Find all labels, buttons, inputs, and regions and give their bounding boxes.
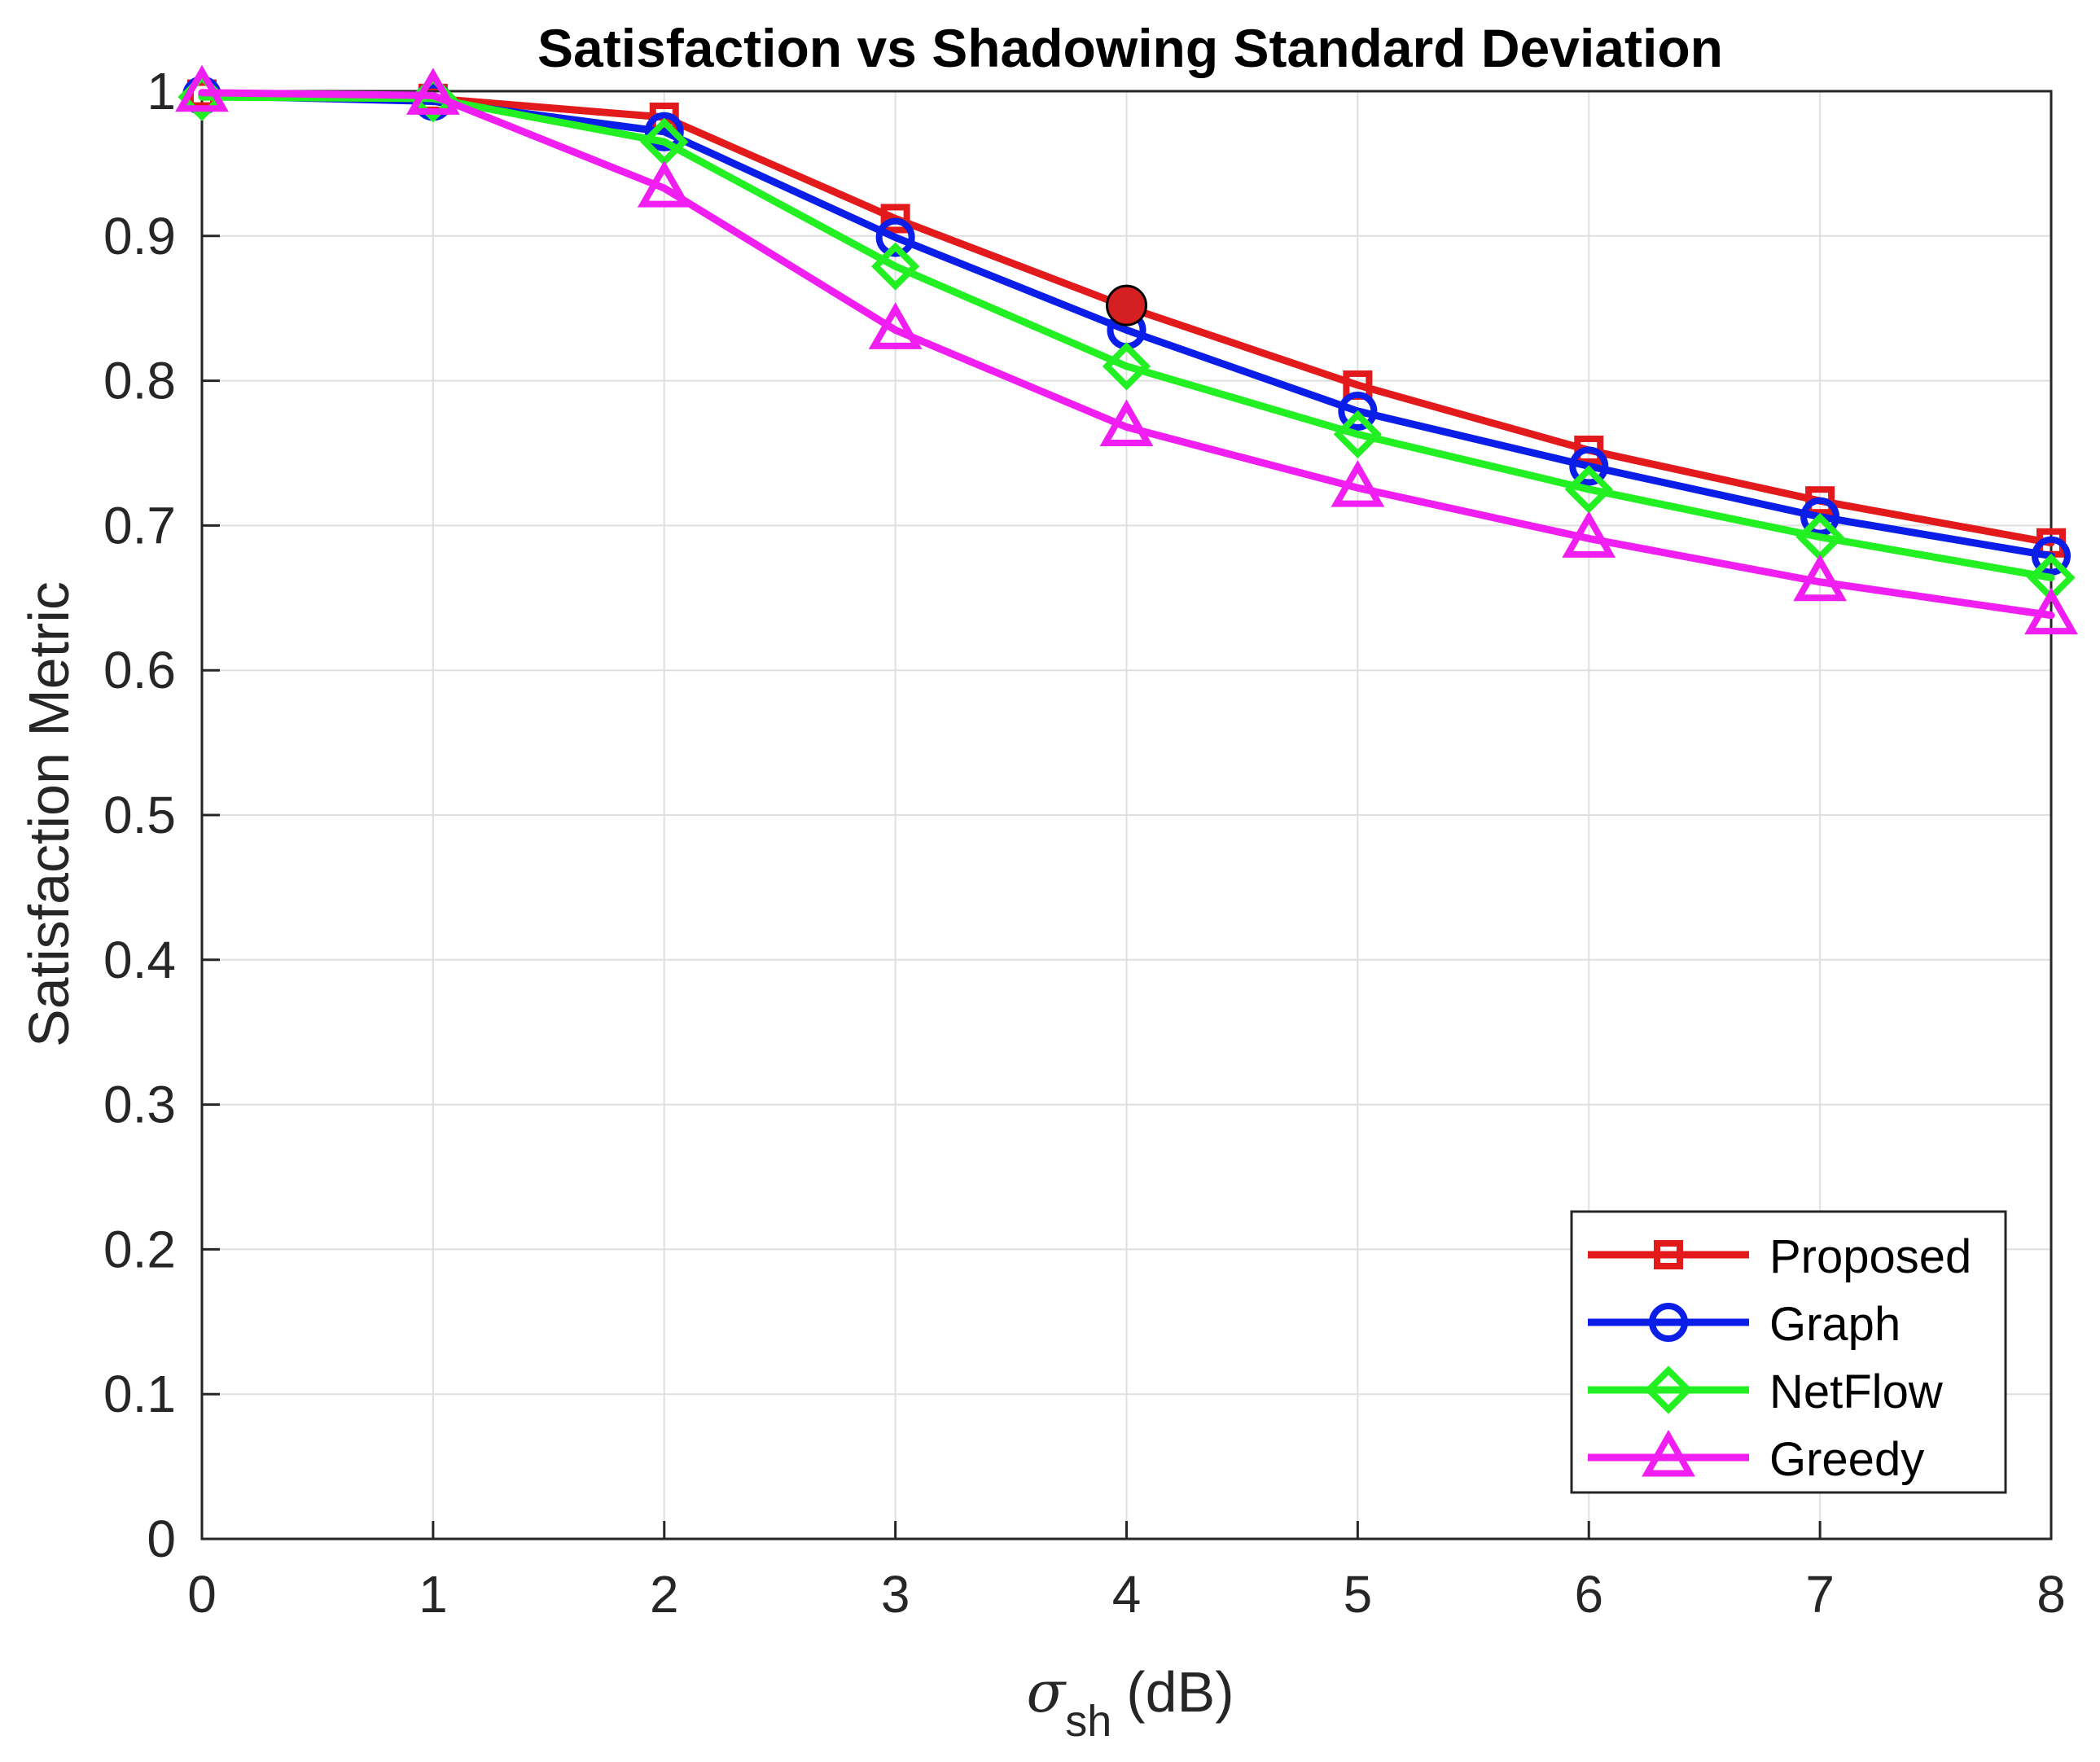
series-layer	[175, 64, 2078, 635]
highlight-layer	[1106, 284, 1147, 327]
x-tick-label: 3	[881, 1565, 910, 1624]
x-tick-label: 6	[1574, 1565, 1603, 1624]
data-point-greedy	[1331, 460, 1385, 507]
x-tick-label: 1	[419, 1565, 448, 1624]
series-line-greedy	[198, 89, 2055, 620]
data-point-proposed	[1805, 486, 1835, 516]
x-tick-label: 0	[187, 1565, 217, 1624]
x-tick-label: 5	[1344, 1565, 1373, 1624]
data-point-greedy	[1793, 554, 1848, 602]
x-tick-label: 8	[2036, 1565, 2066, 1624]
series-line-netflow	[198, 93, 2055, 581]
legend-label-greedy: Greedy	[1769, 1433, 1924, 1486]
x-axis-label: σsh (dB)	[1026, 1659, 1234, 1746]
data-point-graph	[1569, 446, 1609, 486]
y-tick-label: 0.9	[103, 207, 176, 265]
legend-item-proposed: Proposed	[1588, 1230, 1971, 1283]
legend-marker-netflow	[1644, 1365, 1693, 1414]
x-tick-label: 7	[1805, 1565, 1835, 1624]
legend-label-proposed: Proposed	[1769, 1230, 1971, 1283]
data-point-graph	[1800, 497, 1840, 537]
data-point-graph	[1338, 391, 1378, 431]
y-tick-label: 0.1	[103, 1365, 176, 1423]
y-tick-label: 0	[147, 1510, 176, 1568]
data-point-greedy	[406, 68, 460, 115]
chart-title: Satisfaction vs Shadowing Standard Devia…	[537, 18, 1723, 78]
axis-ticks: 0 1 2 3 4 5 6 7 8 0 0.1 0.2 0.3 0.4 0.5 0.6 0.7 0.8 0.9 1	[103, 62, 2066, 1624]
data-point-greedy	[637, 160, 691, 208]
data-point-graph	[644, 112, 684, 151]
y-tick-label: 0.5	[103, 786, 176, 844]
data-point-greedy	[1562, 511, 1616, 558]
y-axis-label: Satisfaction Metric	[17, 581, 81, 1047]
y-tick-label: 0.6	[103, 641, 176, 699]
legend-marker-graph	[1649, 1303, 1688, 1342]
grid	[201, 90, 2052, 1540]
x-axis-label-unit: (dB)	[1126, 1660, 1234, 1724]
legend-entries: Proposed Graph NetFlow Greedy	[1588, 1230, 1971, 1486]
data-point-netflow	[1564, 465, 1613, 514]
data-point-graph	[2032, 536, 2071, 576]
legend-item-graph: Graph	[1588, 1298, 1901, 1351]
legend-marker-greedy	[1642, 1429, 1695, 1477]
x-axis-label-subscript: sh	[1065, 1697, 1111, 1746]
legend-label-netflow: NetFlow	[1769, 1365, 1944, 1418]
legend-item-greedy: Greedy	[1588, 1429, 1924, 1486]
y-tick-label: 0.2	[103, 1220, 176, 1278]
legend: Proposed Graph NetFlow Greedy	[1570, 1210, 2007, 1494]
data-point-proposed	[1574, 435, 1604, 465]
data-point-graph	[875, 217, 915, 257]
series-greedy	[175, 64, 2078, 635]
highlight-point	[1106, 284, 1147, 327]
legend-item-netflow: NetFlow	[1588, 1365, 1944, 1418]
data-point-proposed	[880, 204, 910, 234]
data-point-greedy	[175, 64, 229, 112]
y-tick-label: 0.7	[103, 496, 176, 554]
x-tick-label: 2	[650, 1565, 679, 1624]
data-point-netflow	[1102, 342, 1151, 391]
data-point-netflow	[1333, 410, 1383, 459]
data-point-greedy	[2024, 587, 2078, 635]
y-tick-label: 1	[147, 62, 176, 121]
data-point-greedy	[868, 302, 923, 349]
y-tick-label: 0.4	[103, 931, 176, 989]
x-tick-label: 4	[1112, 1565, 1142, 1624]
legend-marker-proposed	[1654, 1240, 1683, 1269]
y-tick-label: 0.3	[103, 1076, 176, 1134]
y-tick-label: 0.8	[103, 352, 176, 410]
data-point-netflow	[870, 242, 920, 291]
data-point-greedy	[1099, 399, 1154, 446]
legend-label-graph: Graph	[1769, 1298, 1901, 1351]
x-axis-label-symbol: σ	[1026, 1659, 1067, 1725]
